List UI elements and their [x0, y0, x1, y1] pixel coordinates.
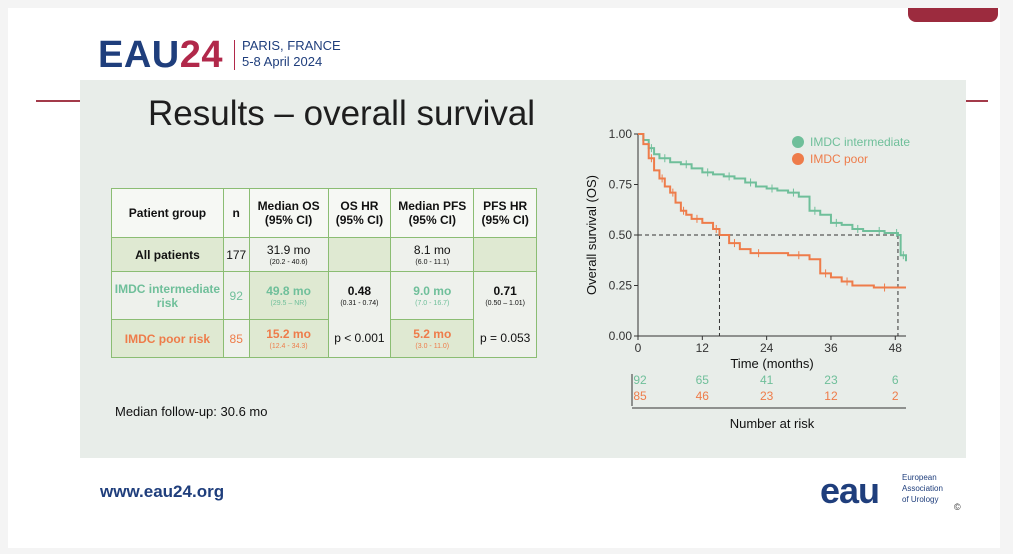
legend-label: IMDC poor — [810, 152, 868, 166]
os-all-ci: (20.2 - 40.6) — [269, 259, 308, 266]
cell-pfs-intermediate: 9.0 mo (7.0 - 16.7) — [390, 271, 475, 320]
logo-year-text: 24 — [179, 34, 224, 76]
header-median-pfs: Median PFS (95% CI) — [390, 188, 475, 238]
org-name-line-1: European — [902, 473, 937, 482]
os-int-value: 49.8 mo — [266, 284, 311, 298]
at-risk-value: 6 — [892, 373, 899, 387]
x-tick-label: 12 — [696, 341, 710, 355]
cell-oshr-all — [327, 237, 392, 272]
header-os-hr: OS HR (95% CI) — [327, 188, 392, 238]
cell-n-intermediate: 92 — [222, 271, 250, 320]
cell-pfs-poor: 5.2 mo (3.0 - 11.0) — [390, 319, 475, 358]
divider-left — [36, 100, 86, 102]
header-pfs-hr: PFS HR (95% CI) — [473, 188, 537, 238]
cell-pfshr-value: 0.71 (0.50 – 1.01) — [473, 271, 537, 320]
table-header-row: Patient group n Median OS (95% CI) OS HR… — [111, 188, 537, 238]
pfs-poor-value: 5.2 mo — [413, 327, 452, 341]
pfs-hr-ci: (0.50 – 1.01) — [485, 300, 526, 308]
y-axis-label: Overall survival (OS) — [584, 175, 599, 295]
at-risk-value: 46 — [696, 389, 710, 403]
header-n: n — [222, 188, 250, 238]
os-poor-ci: (12.4 - 34.3) — [269, 343, 308, 350]
legend-label: IMDC intermediate — [810, 135, 910, 149]
os-poor-value: 15.2 mo — [266, 327, 311, 341]
cell-n-poor: 85 — [222, 319, 250, 358]
cell-os-poor: 15.2 mo (12.4 - 34.3) — [248, 319, 329, 358]
number-at-risk-table: 92 65 41 23 6 85 46 23 12 2 Number at risk — [631, 373, 906, 431]
cell-group-poor: IMDC poor risk — [111, 319, 224, 358]
pfs-all-value: 8.1 mo — [413, 243, 451, 257]
km-survival-chart: 0.00 0.25 0.50 0.75 1.00 0 12 24 36 48 Time (month… — [584, 127, 910, 431]
logo-divider — [234, 40, 235, 70]
conference-info: PARIS, FRANCE 5-8 April 2024 — [242, 38, 341, 70]
at-risk-value: 41 — [760, 373, 774, 387]
cell-os-intermediate: 49.8 mo (29.5 – NR) — [248, 271, 329, 320]
eau-org-logo: eau — [820, 470, 880, 511]
eau-org-name: European Association of Urology — [902, 472, 943, 505]
slide-title: Results – overall survival — [148, 94, 536, 133]
y-tick-label: 1.00 — [609, 127, 633, 141]
pfs-int-ci: (7.0 - 16.7) — [415, 300, 450, 307]
conference-location: PARIS, FRANCE — [242, 38, 341, 53]
chart-axes: 0.00 0.25 0.50 0.75 1.00 0 12 24 36 48 Time (month… — [584, 127, 906, 371]
eau24-logo: EAU24 — [98, 34, 223, 77]
corner-tab — [908, 8, 998, 22]
survival-curve-intermediate — [638, 133, 907, 262]
x-axis-label: Time (months) — [730, 356, 813, 371]
cell-group-intermediate: IMDC intermediate risk — [111, 271, 224, 320]
os-hr-ci: (0.31 - 0.74) — [340, 300, 379, 308]
at-risk-value: 65 — [696, 373, 710, 387]
os-all-value: 31.9 mo — [266, 243, 311, 257]
at-risk-value: 2 — [892, 389, 899, 403]
at-risk-value: 85 — [633, 389, 647, 403]
y-tick-label: 0.00 — [609, 329, 633, 343]
at-risk-value: 23 — [760, 389, 774, 403]
cell-os-pvalue: p < 0.001 — [327, 319, 392, 358]
pfs-poor-ci: (3.0 - 11.0) — [415, 343, 450, 350]
x-tick-label: 0 — [635, 341, 642, 355]
at-risk-label: Number at risk — [730, 416, 815, 431]
org-name-line-2: Association — [902, 484, 943, 493]
header-median-os: Median OS (95% CI) — [248, 188, 329, 238]
at-risk-value: 12 — [824, 389, 838, 403]
legend-marker — [792, 153, 804, 165]
x-tick-label: 24 — [760, 341, 774, 355]
at-risk-value: 92 — [633, 373, 647, 387]
x-tick-label: 48 — [889, 341, 903, 355]
header-patient-group: Patient group — [111, 188, 224, 238]
y-tick-label: 0.50 — [609, 228, 633, 242]
y-tick-label: 0.75 — [609, 178, 633, 192]
conference-dates: 5-8 April 2024 — [242, 54, 323, 69]
at-risk-value: 23 — [824, 373, 838, 387]
cell-group-all: All patients — [111, 237, 224, 272]
logo-eau-text: EAU — [98, 34, 180, 76]
table-row-all: All patients 177 31.9 mo (20.2 - 40.6) 8.… — [111, 237, 537, 272]
legend-marker — [792, 136, 804, 148]
website-url[interactable]: www.eau24.org — [100, 482, 225, 501]
os-int-ci: (29.5 – NR) — [270, 300, 307, 307]
table-row-intermediate: IMDC intermediate risk 92 49.8 mo (29.5 –… — [111, 271, 537, 320]
pfs-hr-value: 0.71 — [493, 284, 517, 299]
table-row-poor: IMDC poor risk 85 15.2 mo (12.4 - 34.3) p… — [111, 319, 537, 358]
chart-series — [638, 133, 907, 292]
org-name-line-3: of Urology — [902, 495, 939, 504]
copyright-icon: © — [954, 502, 961, 512]
divider-right — [966, 100, 988, 102]
cell-pfshr-all — [473, 237, 537, 272]
cell-n-all: 177 — [222, 237, 250, 272]
cell-oshr-value: 0.48 (0.31 - 0.74) — [327, 271, 392, 320]
chart-legend: IMDC intermediate IMDC poor — [792, 135, 910, 166]
cell-os-all: 31.9 mo (20.2 - 40.6) — [248, 237, 329, 272]
median-followup: Median follow-up: 30.6 mo — [115, 404, 268, 419]
pfs-int-value: 9.0 mo — [413, 284, 452, 298]
y-tick-label: 0.25 — [609, 279, 633, 293]
pfs-all-ci: (6.0 - 11.1) — [415, 259, 450, 266]
x-tick-label: 36 — [824, 341, 838, 355]
slide: EAU24 PARIS, FRANCE 5-8 April 2024 Resul… — [8, 8, 1000, 548]
cell-pfs-all: 8.1 mo (6.0 - 11.1) — [390, 237, 475, 272]
os-hr-value: 0.48 — [347, 284, 372, 299]
results-table: Patient group n Median OS (95% CI) OS HR… — [111, 188, 537, 358]
cell-pfs-pvalue: p = 0.053 — [473, 319, 537, 358]
